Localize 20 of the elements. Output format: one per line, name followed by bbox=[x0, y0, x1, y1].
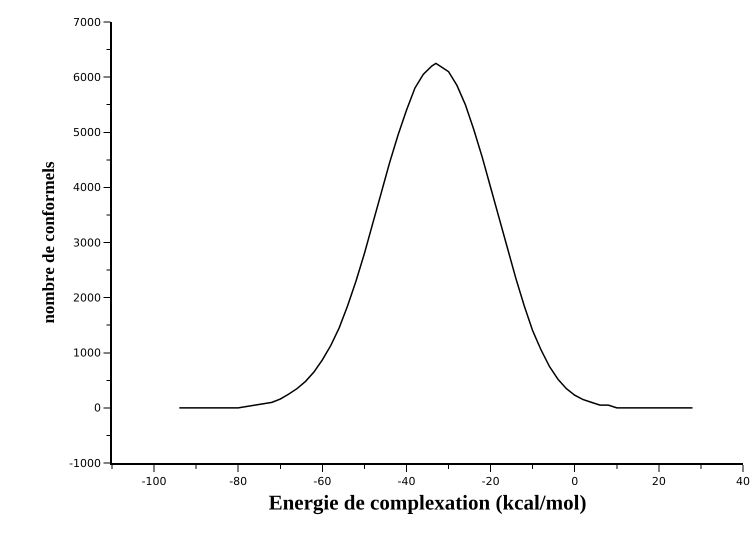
x-tick-label: 20 bbox=[652, 474, 666, 488]
x-tick-label: -100 bbox=[142, 474, 167, 488]
y-tick-label: 6000 bbox=[73, 70, 102, 84]
y-tick-label: 2000 bbox=[73, 291, 102, 304]
x-tick-label: -40 bbox=[397, 474, 416, 488]
line-series bbox=[178, 62, 694, 409]
x-tick-label: 0 bbox=[571, 474, 578, 488]
x-tick-label: -80 bbox=[229, 474, 248, 488]
y-tick-label: -1000 bbox=[69, 456, 102, 470]
x-tick-label: -60 bbox=[313, 474, 332, 488]
x-axis-title: Energie de complexation (kcal/mol) bbox=[268, 490, 586, 515]
y-axis-title: nombre de conformels bbox=[39, 161, 58, 324]
y-tick-label: 1000 bbox=[73, 346, 102, 360]
x-tick-label: -20 bbox=[482, 474, 500, 488]
y-tick-label: 5000 bbox=[73, 126, 102, 140]
x-tick-label: 40 bbox=[736, 474, 750, 488]
y-tick-label: 0 bbox=[94, 402, 102, 415]
y-tick-label: 3000 bbox=[73, 236, 102, 250]
y-tick-label: 4000 bbox=[73, 181, 102, 194]
y-tick-label: 7000 bbox=[73, 16, 102, 29]
